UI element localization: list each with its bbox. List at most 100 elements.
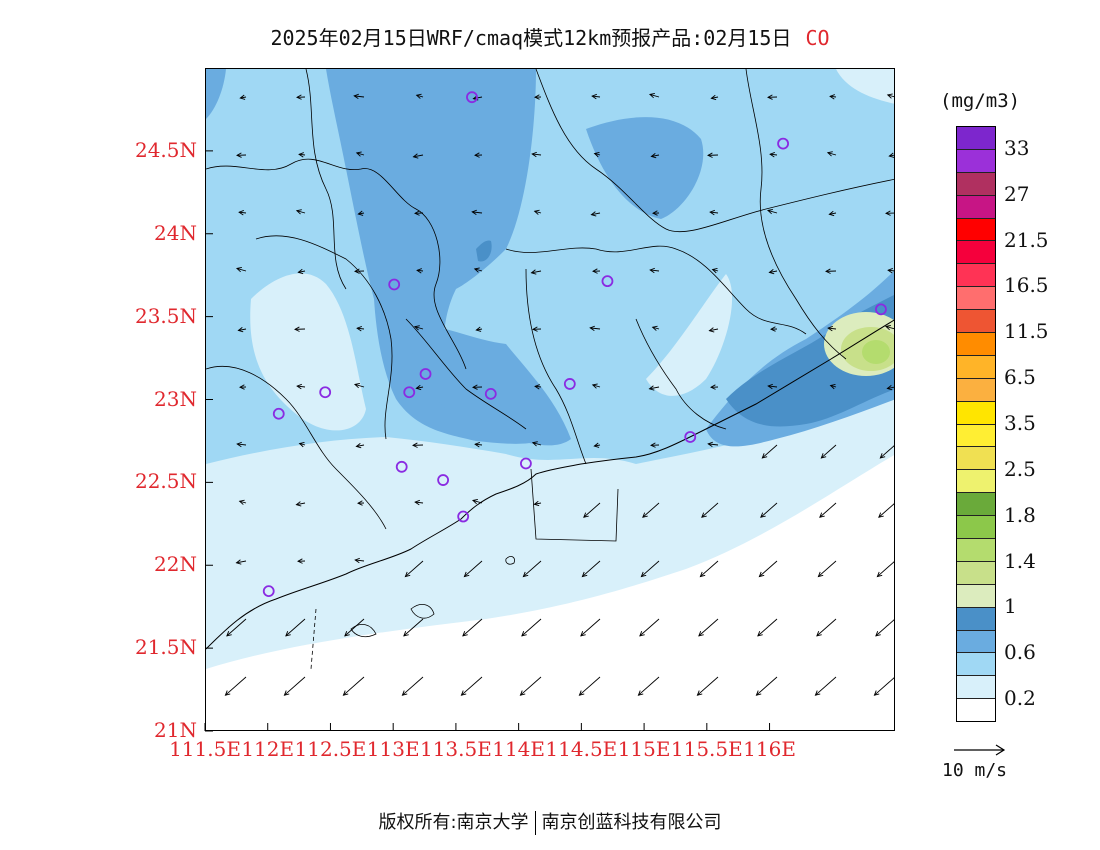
wind-arrow xyxy=(814,676,837,696)
wind-arrow xyxy=(521,618,542,637)
colorbar-swatch xyxy=(957,653,995,677)
boundary-10 xyxy=(206,365,387,530)
lat-tick-label: 21.5N xyxy=(134,635,197,660)
lon-tick-label: 113.5E xyxy=(419,737,492,761)
lat-tick-label: 21N xyxy=(154,718,197,742)
wind-arrow xyxy=(295,501,306,507)
wind-arrow xyxy=(460,676,483,696)
wind-arrow xyxy=(342,676,365,696)
wind-arrow xyxy=(235,267,247,273)
lon-tick-label: 111.5E xyxy=(169,737,241,761)
wind-arrow xyxy=(707,152,719,158)
boundary-9 xyxy=(305,69,347,290)
wind-arrow xyxy=(757,618,778,637)
wind-arrow xyxy=(413,325,424,331)
lat-tick-label: 22N xyxy=(154,552,197,577)
wind-arrow xyxy=(581,560,601,578)
colorbar-swatch xyxy=(957,310,995,334)
colorbar-label: 3.5 xyxy=(1004,411,1036,435)
colorbar-unit: (mg/m3) xyxy=(940,90,1021,112)
wind-arrow xyxy=(640,560,660,578)
wind-arrow xyxy=(829,384,837,390)
wind-arrow xyxy=(583,502,601,518)
wind-arrow xyxy=(236,441,247,448)
wind-arrow xyxy=(707,441,719,448)
lon-tick-label: 113E xyxy=(366,737,420,761)
boundary-7 xyxy=(635,318,727,430)
wind-arrow xyxy=(816,618,837,637)
copyright-right: 南京创蓝科技有限公司 xyxy=(541,812,722,833)
colorbar-swatch xyxy=(957,378,995,402)
colorbar-swatch xyxy=(957,218,995,242)
station-marker xyxy=(319,386,332,399)
lat-tick-label: 23.5N xyxy=(134,303,197,328)
island-2 xyxy=(505,556,515,565)
wind-arrow xyxy=(344,618,365,637)
wind-arrow xyxy=(758,560,778,578)
boundary-4 xyxy=(535,69,894,233)
wind-arrow xyxy=(873,677,894,696)
wind-arrow xyxy=(238,210,247,216)
wind-arrow xyxy=(297,558,306,564)
wind-arrow xyxy=(474,152,483,158)
wind-arrow xyxy=(533,500,542,507)
wind-arrow xyxy=(474,442,483,448)
island-3 xyxy=(410,604,435,619)
lat-tick-label: 24N xyxy=(154,220,197,245)
wind-arrow xyxy=(522,560,542,578)
wind-arrow xyxy=(876,561,894,578)
lon-tick-label: 116E xyxy=(743,737,796,761)
colorbar-swatch xyxy=(957,333,995,356)
colorbar-swatch xyxy=(957,264,995,288)
wind-arrow xyxy=(239,94,247,100)
station-marker xyxy=(563,378,576,390)
wind-arrow xyxy=(414,499,424,506)
station-marker xyxy=(437,474,450,486)
wind-arrow xyxy=(769,152,778,158)
pollutant-name: CO xyxy=(805,26,830,50)
wind-arrow xyxy=(590,211,601,217)
wind-arrow xyxy=(534,94,542,100)
colorbar-label: 27 xyxy=(1004,181,1030,206)
wind-arrow xyxy=(637,676,660,696)
colorbar-swatch xyxy=(957,539,995,562)
boundary-6 xyxy=(405,318,527,430)
wind-arrow xyxy=(354,268,365,274)
wind-arrow xyxy=(699,560,719,578)
field-1.8-core xyxy=(862,340,890,364)
wind-arrow xyxy=(462,618,483,637)
wind-arrow xyxy=(593,442,601,448)
monitoring-stations xyxy=(262,91,887,598)
colorbar-label: 1 xyxy=(1004,594,1017,619)
colorbar xyxy=(956,126,996,722)
wind-arrow xyxy=(770,326,778,332)
colorbar-label: 6.5 xyxy=(1004,365,1036,390)
boundary-8 xyxy=(745,69,847,360)
station-marker xyxy=(520,457,532,470)
colorbar-label: 21.5 xyxy=(1004,227,1049,252)
lon-tick-label: 112.5E xyxy=(294,737,367,761)
wind-arrow xyxy=(580,618,601,637)
colorbar-swatch xyxy=(957,493,995,517)
wind-arrow xyxy=(642,502,660,518)
wind-arrow xyxy=(766,209,778,215)
wind-arrow xyxy=(519,676,542,696)
chart-title: 2025年02月15日WRF/cmaq模式12km预报产品:02月15日 CO xyxy=(150,22,950,51)
field-0.2-east xyxy=(646,274,733,396)
colorbar-swatch xyxy=(957,676,995,700)
wind-arrow xyxy=(534,384,542,390)
field-0.2-ne xyxy=(836,69,894,104)
lon-tick-label: 115.5E xyxy=(670,737,743,761)
wind-arrow xyxy=(652,210,660,216)
station-marker xyxy=(272,407,285,420)
wind-arrow xyxy=(650,153,660,159)
wind-arrow xyxy=(239,384,247,390)
station-marker xyxy=(262,585,275,598)
wind-arrow xyxy=(710,384,719,390)
wind-arrow xyxy=(886,93,894,99)
wind-arrow xyxy=(355,151,365,157)
wind-arrow xyxy=(593,152,601,158)
wind-arrow xyxy=(651,325,660,331)
colorbar-swatch xyxy=(957,561,995,585)
wind-arrow xyxy=(238,499,247,505)
